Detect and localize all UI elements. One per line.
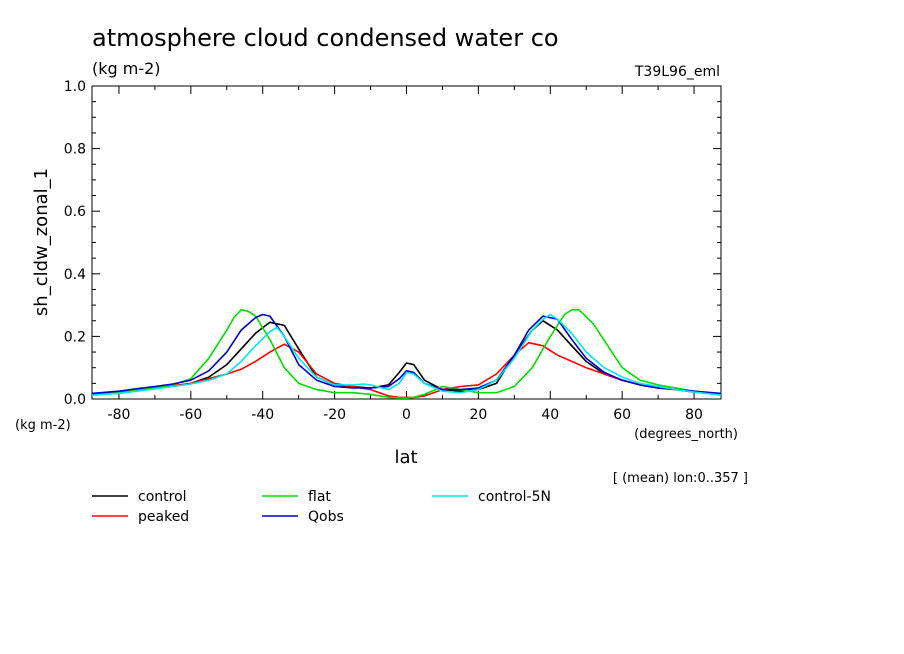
y-tick-label: 1.0: [64, 79, 86, 95]
series-line-flat: [91, 308, 722, 399]
legend: control peaked flat Qobs control-5N: [92, 489, 551, 525]
x-tick-label: -20: [323, 407, 346, 423]
x-tick-label: -60: [179, 407, 202, 423]
y-tick-label: 0.2: [64, 329, 86, 345]
y-tick-label: 0.0: [64, 392, 86, 408]
footnote: [ (mean) lon:0..357 ]: [613, 471, 748, 486]
axis-ticks: -80 -60 -40 -20 0 20 40 60 80 0.0 0.2 0.4 0.6 0.8 1.0: [64, 79, 721, 423]
plot-frame: [91, 85, 722, 400]
y-tick-label: 0.4: [64, 267, 86, 283]
legend-label: Qobs: [308, 509, 344, 525]
y-tick-label: 0.8: [64, 142, 86, 158]
legend-label: control-5N: [478, 489, 551, 505]
x-tick-label: 0: [402, 407, 411, 423]
chart-title: atmosphere cloud condensed water co: [92, 24, 559, 52]
legend-label: peaked: [138, 509, 189, 525]
y-tick-label: 0.6: [64, 204, 86, 220]
experiment-label: T39L96_eml: [634, 64, 720, 80]
series-line-control: [91, 319, 722, 396]
x-tick-label: 80: [685, 407, 703, 423]
x-tick-label: -40: [251, 407, 274, 423]
x-tick-label: -80: [108, 407, 131, 423]
legend-label: flat: [308, 489, 331, 505]
plot-area: -80 -60 -40 -20 0 20 40 60 80 0.0 0.2 0.4 0.6 0.8 1.0: [64, 79, 722, 423]
x-tick-label: 40: [541, 407, 559, 423]
series-line-qobs: [91, 313, 722, 395]
x-tick-label: 60: [613, 407, 631, 423]
series-lines: [91, 308, 722, 399]
x-axis-units: (degrees_north): [634, 427, 738, 442]
chart-subtitle: (kg m-2): [92, 59, 161, 78]
x-tick-label: 20: [469, 407, 487, 423]
series-line-control-5n: [91, 313, 722, 396]
y-axis-units: (kg m-2): [15, 418, 71, 433]
legend-label: control: [138, 489, 187, 505]
y-axis-label: sh_cldw_zonal_1: [31, 168, 52, 316]
x-axis-label: lat: [394, 447, 417, 468]
